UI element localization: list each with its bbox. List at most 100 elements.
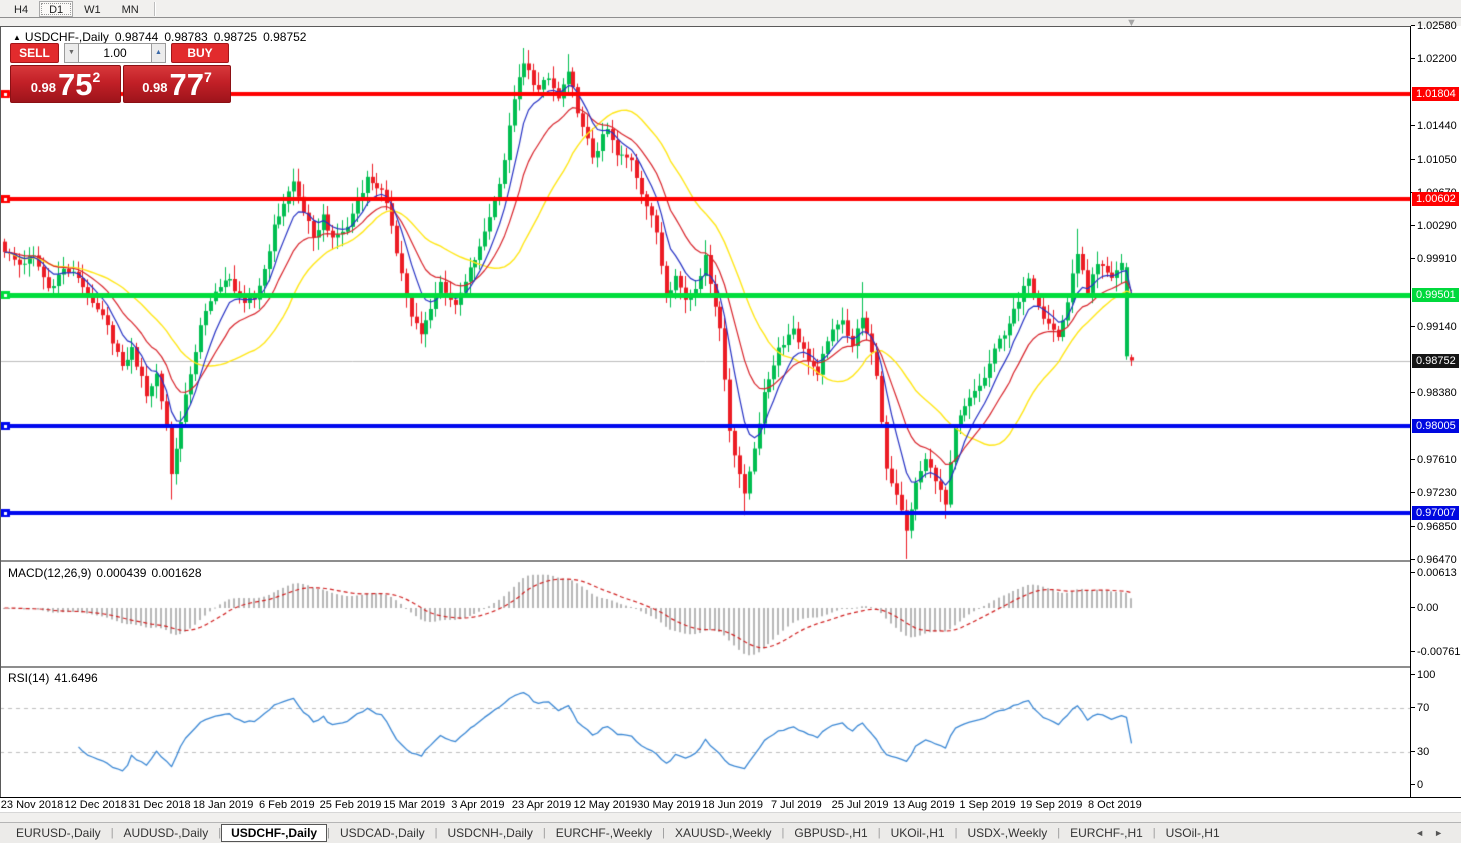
chart-tab-bar: EURUSD-,Daily | AUDUSD-,Daily | USDCHF-,Dail… — [0, 822, 1461, 843]
axis-tick: 0.97610 — [1411, 454, 1457, 466]
date-axis-label: 25 Jul 2019 — [831, 799, 889, 811]
date-axis-label: 13 Aug 2019 — [892, 799, 955, 811]
price-axis[interactable]: 1.025801.022001.014401.010501.006701.002… — [1411, 20, 1461, 797]
axis-tick-mark — [1411, 707, 1415, 708]
tab-divider: | — [662, 827, 666, 839]
axis-tick: -0.007612 — [1411, 646, 1461, 658]
volume-spinner: ▼ 1.00 ▲ — [64, 43, 166, 63]
sell-price-display[interactable]: 0.98 75 2 — [10, 65, 121, 103]
horizontal-scrollbar[interactable] — [0, 812, 1461, 823]
chart-tab-audusd-daily[interactable]: AUDUSD-,Daily — [123, 826, 209, 840]
date-axis-label: 30 May 2019 — [637, 799, 701, 811]
date-axis-label: 6 Feb 2019 — [258, 799, 315, 811]
axis-tick: 0.99140 — [1411, 321, 1457, 333]
date-axis[interactable]: 23 Nov 2018 12 Dec 2018 31 Dec 2018 18 Jan … — [0, 799, 1411, 812]
axis-tick: 1.02200 — [1411, 53, 1457, 65]
chart-tab-usdx-weekly[interactable]: USDX-,Weekly — [967, 826, 1048, 840]
date-axis-label: 19 Sep 2019 — [1019, 799, 1083, 811]
price-chart-canvas[interactable] — [0, 26, 1411, 560]
sell-price-big: 75 — [58, 67, 93, 102]
chart-tab-usdcad-daily[interactable]: USDCAD-,Daily — [339, 826, 425, 840]
macd-value-signal: 0.001628 — [151, 566, 202, 580]
axis-tick-mark — [1411, 25, 1415, 27]
buy-button[interactable]: BUY — [171, 43, 229, 63]
volume-decrease-button[interactable]: ▼ — [64, 43, 79, 63]
chart-tab-xauusd-weekly[interactable]: XAUUSD-,Weekly — [675, 826, 772, 840]
chart-tab-eurchf-h1[interactable]: EURCHF-,H1 — [1070, 826, 1143, 840]
axis-tick-mark — [1411, 392, 1415, 393]
axis-tick-label: 0.97230 — [1417, 487, 1457, 500]
timeframe-button-h4[interactable]: H4 — [4, 1, 38, 17]
axis-tick-mark — [1411, 492, 1415, 494]
date-axis-label: 18 Jan 2019 — [192, 799, 254, 811]
volume-increase-button[interactable]: ▲ — [151, 43, 166, 63]
sell-price-base: 0.98 — [30, 80, 56, 95]
chart-tab-usdcnh-daily[interactable]: USDCNH-,Daily — [447, 826, 533, 840]
axis-tick-label: 0 — [1417, 779, 1424, 791]
chart-frame-left — [0, 26, 1, 797]
macd-indicator-canvas[interactable] — [0, 562, 1411, 666]
timeframe-button-d1[interactable]: D1 — [39, 0, 74, 17]
chart-shift-marker-icon[interactable]: ▼ — [1126, 17, 1137, 29]
chart-tab-ukoil-h1[interactable]: UKOil-,H1 — [890, 826, 945, 840]
tab-scroll-right-icon[interactable]: ► — [1434, 828, 1453, 838]
rsi-indicator-canvas[interactable] — [0, 668, 1411, 797]
axis-tick-label: -0.007612 — [1417, 645, 1461, 658]
buy-price-display[interactable]: 0.98 77 7 — [122, 65, 231, 103]
rsi-pane-splitter[interactable] — [0, 666, 1461, 669]
tab-divider: | — [327, 827, 330, 839]
chart-frame-right — [1410, 26, 1411, 797]
axis-tick-label: 0.00613 — [1417, 566, 1457, 579]
date-axis-label: 12 May 2019 — [573, 799, 638, 811]
buy-price-base: 0.98 — [142, 80, 168, 95]
ohlc-high: 0.98783 — [164, 30, 208, 44]
axis-tick-label: 1.02200 — [1417, 53, 1457, 66]
tab-divider: | — [877, 827, 881, 839]
axis-tick-label: 30 — [1417, 746, 1430, 758]
chart-tab-usoil-h1[interactable]: USOil-,H1 — [1165, 826, 1220, 840]
axis-tick: 1.01050 — [1411, 154, 1457, 166]
axis-tick: 0.96470 — [1411, 554, 1457, 566]
date-axis-label: 31 Dec 2018 — [128, 799, 191, 811]
collapse-triangle-icon[interactable]: ▲ — [13, 33, 21, 42]
axis-tick-mark — [1411, 558, 1415, 560]
axis-tick-label: 0.00 — [1417, 602, 1439, 614]
date-axis-label: 8 Oct 2019 — [1087, 799, 1142, 811]
ohlc-close: 0.98752 — [263, 30, 307, 44]
timeframe-toolbar: H4 D1 W1 MN — [0, 0, 1461, 18]
date-axis-label: 18 Jun 2019 — [702, 799, 763, 811]
axis-tick-mark — [1411, 674, 1415, 675]
ohlc-open: 0.98744 — [114, 30, 159, 44]
macd-pane-splitter[interactable] — [0, 560, 1461, 563]
axis-tick-label: 100 — [1417, 669, 1436, 681]
axis-tick: 0 — [1411, 779, 1423, 791]
timeframe-button-w1[interactable]: W1 — [74, 1, 111, 17]
tab-divider: | — [218, 827, 222, 839]
chart-frame-bottom — [0, 797, 1461, 798]
axis-tick: 1.00290 — [1411, 220, 1457, 232]
chart-tab-usdchf-daily[interactable]: USDCHF-,Daily — [221, 824, 328, 842]
price-level-badge: 0.98005 — [1412, 418, 1459, 433]
axis-tick-mark — [1411, 459, 1415, 461]
timeframe-button-mn[interactable]: MN — [112, 1, 149, 17]
chart-symbol-label: USDCHF-,Daily — [24, 30, 109, 44]
chart-tab-eurusd-daily[interactable]: EURUSD-,Daily — [16, 826, 101, 840]
axis-tick-mark — [1411, 525, 1415, 527]
tab-scroll-left-icon[interactable]: ◄ — [1415, 828, 1435, 838]
price-level-badge: 0.97007 — [1412, 505, 1459, 520]
sell-button[interactable]: SELL — [10, 43, 59, 63]
axis-tick: 0.00 — [1411, 602, 1438, 614]
tab-divider: | — [954, 827, 958, 839]
axis-tick-mark — [1411, 607, 1415, 608]
axis-tick-mark — [1411, 325, 1415, 327]
tab-divider: | — [542, 827, 546, 839]
chart-tab-eurchf-weekly[interactable]: EURCHF-,Weekly — [555, 826, 653, 840]
volume-value[interactable]: 1.00 — [79, 43, 151, 63]
chart-title: ▲ USDCHF-,Daily 0.98744 0.98783 0.98725 0.987… — [13, 30, 306, 44]
axis-tick: 0.00613 — [1411, 567, 1457, 579]
axis-tick: 100 — [1411, 669, 1435, 681]
axis-tick: 70 — [1411, 702, 1429, 714]
chart-tab-gbpusd-h1[interactable]: GBPUSD-,H1 — [794, 826, 868, 840]
price-level-badge: 0.99501 — [1412, 288, 1459, 303]
buy-price-pip: 7 — [203, 69, 212, 85]
